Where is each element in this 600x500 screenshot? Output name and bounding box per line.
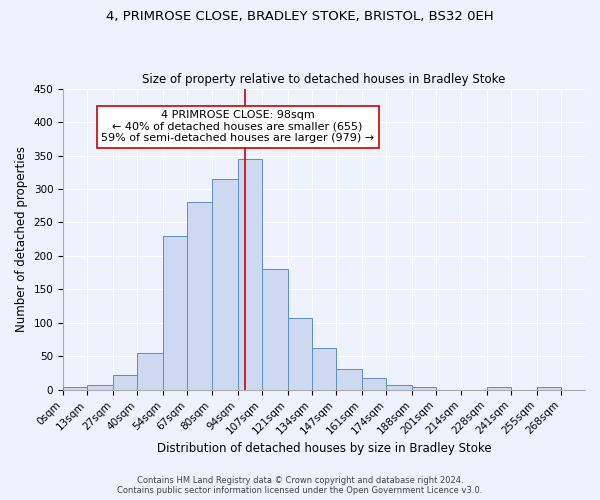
Y-axis label: Number of detached properties: Number of detached properties	[15, 146, 28, 332]
Bar	[87, 385, 113, 390]
X-axis label: Distribution of detached houses by size in Bradley Stoke: Distribution of detached houses by size …	[157, 442, 491, 455]
Text: 4 PRIMROSE CLOSE: 98sqm
← 40% of detached houses are smaller (655)
59% of semi-d: 4 PRIMROSE CLOSE: 98sqm ← 40% of detache…	[101, 110, 374, 143]
Bar	[288, 318, 312, 390]
Bar	[386, 385, 412, 390]
Bar	[312, 348, 336, 390]
Bar	[412, 386, 436, 390]
Text: Contains HM Land Registry data © Crown copyright and database right 2024.
Contai: Contains HM Land Registry data © Crown c…	[118, 476, 482, 495]
Bar	[113, 375, 137, 390]
Bar	[212, 179, 238, 390]
Bar	[487, 387, 511, 390]
Bar	[187, 202, 212, 390]
Bar	[262, 270, 288, 390]
Title: Size of property relative to detached houses in Bradley Stoke: Size of property relative to detached ho…	[142, 73, 506, 86]
Bar	[537, 387, 561, 390]
Text: 4, PRIMROSE CLOSE, BRADLEY STOKE, BRISTOL, BS32 0EH: 4, PRIMROSE CLOSE, BRADLEY STOKE, BRISTO…	[106, 10, 494, 23]
Bar	[362, 378, 386, 390]
Bar	[63, 387, 87, 390]
Bar	[238, 159, 262, 390]
Bar	[163, 236, 187, 390]
Bar	[336, 369, 362, 390]
Bar	[137, 353, 163, 390]
